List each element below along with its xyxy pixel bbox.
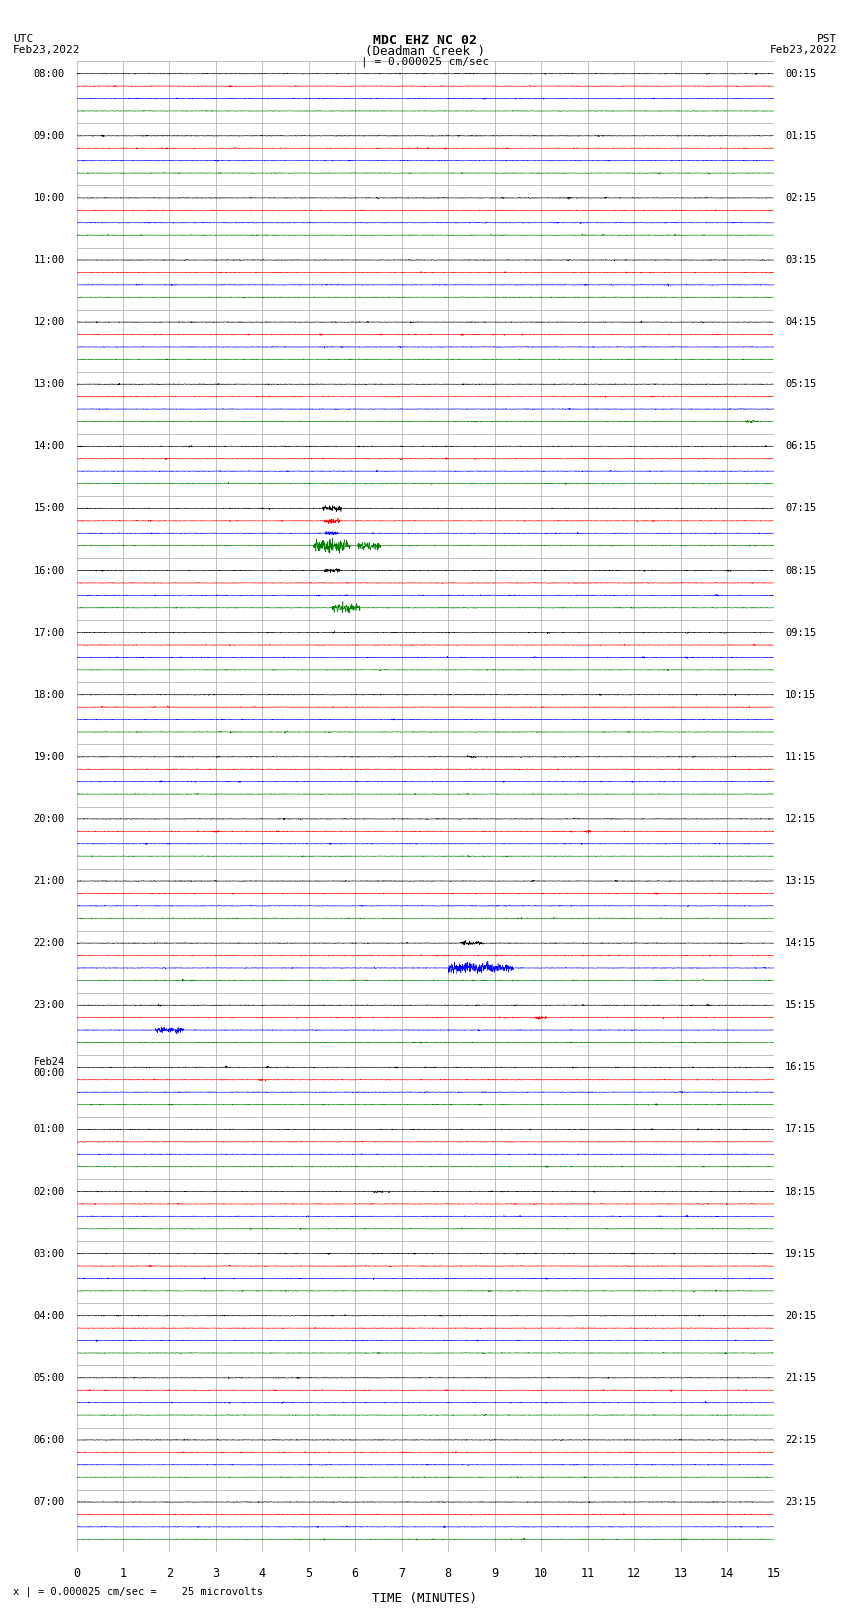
Text: 22:00: 22:00 [34, 939, 65, 948]
Text: 01:00: 01:00 [34, 1124, 65, 1134]
Text: 23:15: 23:15 [785, 1497, 816, 1507]
Text: 09:00: 09:00 [34, 131, 65, 140]
Text: 07:15: 07:15 [785, 503, 816, 513]
Text: 16:00: 16:00 [34, 566, 65, 576]
Text: 05:15: 05:15 [785, 379, 816, 389]
Text: 3: 3 [212, 1568, 219, 1581]
Text: 11:00: 11:00 [34, 255, 65, 265]
Text: 13:15: 13:15 [785, 876, 816, 886]
Text: | = 0.000025 cm/sec: | = 0.000025 cm/sec [361, 56, 489, 68]
Text: 15:15: 15:15 [785, 1000, 816, 1010]
Text: 6: 6 [352, 1568, 359, 1581]
Text: 08:15: 08:15 [785, 566, 816, 576]
Text: 21:00: 21:00 [34, 876, 65, 886]
Text: (Deadman Creek ): (Deadman Creek ) [365, 45, 485, 58]
Text: 03:00: 03:00 [34, 1248, 65, 1258]
Text: UTC: UTC [13, 34, 33, 44]
Text: 20:00: 20:00 [34, 815, 65, 824]
Text: 02:15: 02:15 [785, 194, 816, 203]
Text: 11:15: 11:15 [785, 752, 816, 761]
Text: 8: 8 [445, 1568, 452, 1581]
Text: 15:00: 15:00 [34, 503, 65, 513]
Text: 10:15: 10:15 [785, 690, 816, 700]
Text: 00:15: 00:15 [785, 69, 816, 79]
Text: 20:15: 20:15 [785, 1311, 816, 1321]
Text: 10: 10 [534, 1568, 548, 1581]
Text: 7: 7 [398, 1568, 405, 1581]
Text: 11: 11 [581, 1568, 595, 1581]
Text: 06:00: 06:00 [34, 1436, 65, 1445]
Text: 0: 0 [73, 1568, 80, 1581]
Text: 16:15: 16:15 [785, 1063, 816, 1073]
Text: 03:15: 03:15 [785, 255, 816, 265]
Text: 22:15: 22:15 [785, 1436, 816, 1445]
Text: PST: PST [817, 34, 837, 44]
Text: 01:15: 01:15 [785, 131, 816, 140]
Text: MDC EHZ NC 02: MDC EHZ NC 02 [373, 34, 477, 47]
Text: 1: 1 [119, 1568, 127, 1581]
Text: 12: 12 [627, 1568, 641, 1581]
Text: 10:00: 10:00 [34, 194, 65, 203]
Text: 21:15: 21:15 [785, 1373, 816, 1382]
Text: 9: 9 [491, 1568, 498, 1581]
Text: 14: 14 [720, 1568, 734, 1581]
Text: x | = 0.000025 cm/sec =    25 microvolts: x | = 0.000025 cm/sec = 25 microvolts [13, 1586, 263, 1597]
Text: 2: 2 [166, 1568, 173, 1581]
Text: 05:00: 05:00 [34, 1373, 65, 1382]
Text: 04:00: 04:00 [34, 1311, 65, 1321]
Text: 17:00: 17:00 [34, 627, 65, 637]
Text: 02:00: 02:00 [34, 1187, 65, 1197]
Text: 12:00: 12:00 [34, 318, 65, 327]
Text: 08:00: 08:00 [34, 69, 65, 79]
Text: 07:00: 07:00 [34, 1497, 65, 1507]
Text: 06:15: 06:15 [785, 442, 816, 452]
Text: 5: 5 [305, 1568, 313, 1581]
Text: Feb23,2022: Feb23,2022 [13, 45, 80, 55]
Text: 18:15: 18:15 [785, 1187, 816, 1197]
Text: 4: 4 [258, 1568, 266, 1581]
Text: Feb24
00:00: Feb24 00:00 [34, 1057, 65, 1077]
Text: TIME (MINUTES): TIME (MINUTES) [372, 1592, 478, 1605]
Text: 12:15: 12:15 [785, 815, 816, 824]
Text: 13:00: 13:00 [34, 379, 65, 389]
Text: 14:00: 14:00 [34, 442, 65, 452]
Text: 15: 15 [767, 1568, 780, 1581]
Text: 23:00: 23:00 [34, 1000, 65, 1010]
Text: 19:00: 19:00 [34, 752, 65, 761]
Text: 17:15: 17:15 [785, 1124, 816, 1134]
Text: 09:15: 09:15 [785, 627, 816, 637]
Text: Feb23,2022: Feb23,2022 [770, 45, 837, 55]
Text: 04:15: 04:15 [785, 318, 816, 327]
Text: 19:15: 19:15 [785, 1248, 816, 1258]
Text: 18:00: 18:00 [34, 690, 65, 700]
Text: 13: 13 [673, 1568, 688, 1581]
Text: 14:15: 14:15 [785, 939, 816, 948]
